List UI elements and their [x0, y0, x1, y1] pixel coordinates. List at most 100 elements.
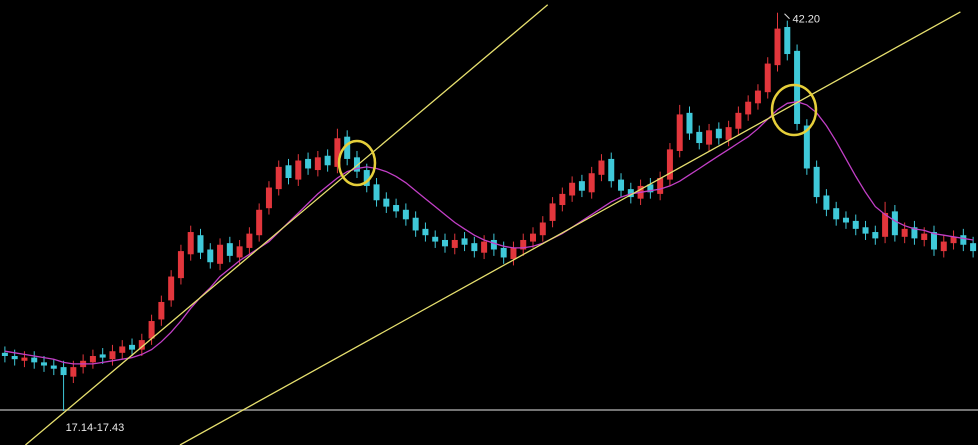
candle-body [970, 243, 977, 252]
candle-body [363, 170, 370, 186]
candle-body [295, 160, 302, 180]
candle-body [657, 178, 664, 194]
candle-body [618, 179, 625, 191]
candle-body [960, 235, 967, 245]
candle-body [344, 136, 351, 159]
candle-body [383, 198, 390, 207]
candle-body [246, 233, 253, 248]
candle-body [441, 239, 448, 247]
moving-average [4, 101, 974, 365]
candle-body [334, 138, 341, 167]
candle-body [676, 114, 683, 151]
candle-body [774, 28, 781, 66]
candle-body [432, 236, 439, 242]
annotation-arrow [784, 13, 790, 20]
candle-body [549, 203, 556, 221]
candle-body [794, 50, 801, 124]
candle-body [197, 235, 204, 253]
candle-body [324, 155, 331, 166]
candle-body [50, 365, 57, 369]
candle-body [217, 244, 224, 264]
candle-body [177, 251, 184, 279]
candle-body [882, 212, 889, 237]
candle-body [285, 165, 292, 178]
candle-body [539, 222, 546, 236]
annotation-label: 42.20 [793, 14, 821, 26]
candle-body [481, 241, 488, 253]
candle-body [930, 232, 937, 250]
candle-body [1, 352, 8, 356]
candle-body [461, 238, 468, 245]
candle-body [852, 220, 859, 229]
candle-body [490, 239, 497, 250]
candle-body [921, 233, 928, 240]
candle-body [872, 232, 879, 239]
candle-body [207, 249, 214, 263]
candle-body [99, 354, 106, 358]
candle-body [471, 243, 478, 252]
candle-body [608, 158, 615, 182]
plot: 42.20 17.14-17.43 [0, 4, 978, 445]
candle-body [129, 344, 136, 350]
candle-body [422, 228, 429, 236]
candle-body [647, 184, 654, 193]
candle-body [89, 356, 96, 363]
candle-body [784, 27, 791, 55]
candle-body [803, 125, 810, 169]
candle-body [500, 247, 507, 258]
candle-body [911, 227, 918, 239]
candle-body [373, 184, 380, 201]
candle-body [412, 217, 419, 231]
highlight-circle [770, 83, 818, 137]
candle-body [715, 128, 722, 139]
candle-body [226, 243, 233, 256]
candle-body [823, 195, 830, 210]
candle-body [70, 367, 77, 377]
candle-body [11, 356, 18, 360]
candle-body [813, 166, 820, 198]
candle-body [686, 112, 693, 134]
candle-body [138, 340, 145, 350]
candle-body [627, 189, 634, 198]
candle-body [148, 321, 155, 339]
candle-body [520, 239, 527, 250]
candle-body [745, 101, 752, 115]
trend-line [25, 4, 549, 445]
candle-body [256, 209, 263, 236]
candle-body [31, 357, 38, 363]
candle-body [41, 362, 48, 366]
candle-body [833, 208, 840, 220]
candle-body [696, 131, 703, 144]
candle-body [588, 173, 595, 193]
candle-body [569, 182, 576, 196]
highlight-circle [337, 139, 377, 187]
candle-body [393, 205, 400, 212]
candle-body [940, 241, 947, 252]
candle-body [109, 351, 116, 360]
candle-body [60, 367, 67, 376]
candle-body [735, 112, 742, 129]
candle-body [901, 228, 908, 237]
candle-body [950, 236, 957, 244]
annotation-label: 17.14-17.43 [66, 422, 125, 434]
candle-body [862, 227, 869, 234]
candle-body [158, 301, 165, 320]
candle-body [353, 157, 360, 172]
candle-body [119, 346, 126, 353]
candle-body [725, 127, 732, 140]
candle-body [510, 247, 517, 260]
trend-line [179, 11, 961, 445]
candle-body [559, 193, 566, 206]
candle-body [842, 217, 849, 223]
candle-body [275, 166, 282, 190]
candle-body [754, 90, 761, 104]
candle-body [402, 209, 409, 220]
candle-body [764, 63, 771, 93]
candle-body [666, 149, 673, 180]
candle-body [314, 157, 321, 171]
candle-body [891, 211, 898, 236]
candle-body [21, 357, 28, 361]
